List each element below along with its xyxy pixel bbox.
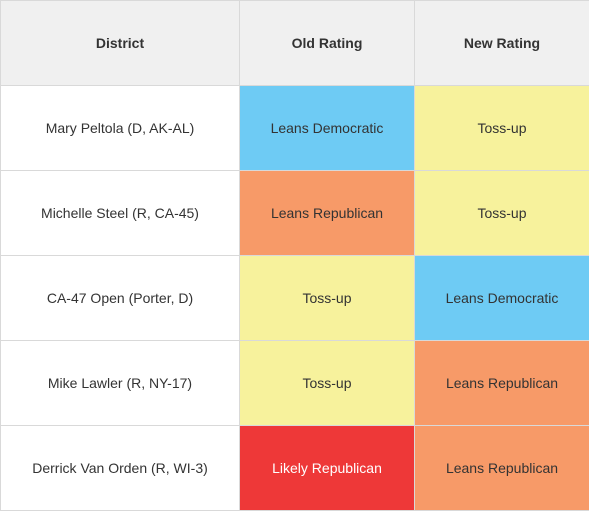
new-rating-cell: Toss-up bbox=[415, 171, 589, 256]
table-row: Mike Lawler (R, NY-17) Toss-up Leans Rep… bbox=[1, 341, 589, 426]
district-cell: Mike Lawler (R, NY-17) bbox=[1, 341, 240, 426]
district-cell: Michelle Steel (R, CA-45) bbox=[1, 171, 240, 256]
new-rating-cell: Leans Republican bbox=[415, 341, 589, 426]
old-rating-cell: Toss-up bbox=[240, 341, 415, 426]
table-row: Michelle Steel (R, CA-45) Leans Republic… bbox=[1, 171, 589, 256]
table-row: Derrick Van Orden (R, WI-3) Likely Repub… bbox=[1, 426, 589, 511]
new-rating-cell: Toss-up bbox=[415, 86, 589, 171]
district-cell: Mary Peltola (D, AK-AL) bbox=[1, 86, 240, 171]
district-cell: Derrick Van Orden (R, WI-3) bbox=[1, 426, 240, 511]
old-rating-cell: Leans Republican bbox=[240, 171, 415, 256]
new-rating-cell: Leans Democratic bbox=[415, 256, 589, 341]
district-column-header: District bbox=[1, 1, 240, 86]
old-rating-column-header: Old Rating bbox=[240, 1, 415, 86]
table-row: CA-47 Open (Porter, D) Toss-up Leans Dem… bbox=[1, 256, 589, 341]
old-rating-cell: Leans Democratic bbox=[240, 86, 415, 171]
new-rating-cell: Leans Republican bbox=[415, 426, 589, 511]
old-rating-cell: Likely Republican bbox=[240, 426, 415, 511]
new-rating-column-header: New Rating bbox=[415, 1, 589, 86]
old-rating-cell: Toss-up bbox=[240, 256, 415, 341]
district-cell: CA-47 Open (Porter, D) bbox=[1, 256, 240, 341]
table-row: Mary Peltola (D, AK-AL) Leans Democratic… bbox=[1, 86, 589, 171]
header-row: District Old Rating New Rating bbox=[1, 1, 589, 86]
